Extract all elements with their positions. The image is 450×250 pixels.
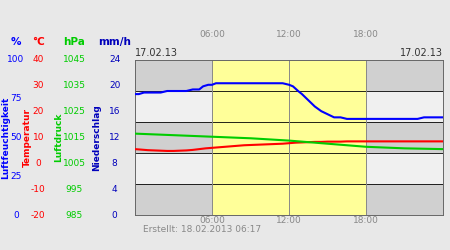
Text: 75: 75 (10, 94, 22, 103)
Text: °C: °C (32, 38, 45, 48)
Text: Luftfeuchtigkeit: Luftfeuchtigkeit (1, 96, 10, 179)
Text: 16: 16 (109, 107, 121, 116)
Text: 50: 50 (10, 133, 22, 142)
Text: -10: -10 (31, 185, 45, 194)
Text: 12: 12 (109, 133, 121, 142)
Text: 12:00: 12:00 (276, 30, 302, 39)
Text: Niederschlag: Niederschlag (92, 104, 101, 171)
Text: 30: 30 (32, 81, 44, 90)
Text: 20: 20 (109, 81, 121, 90)
Text: 4: 4 (112, 185, 117, 194)
Text: Luftdruck: Luftdruck (54, 113, 63, 162)
Text: Temperatur: Temperatur (22, 108, 32, 167)
Text: 17.02.13: 17.02.13 (135, 48, 178, 58)
Bar (135, 122, 443, 153)
Bar (135, 60, 443, 91)
Text: 17.02.13: 17.02.13 (400, 48, 443, 58)
Text: -20: -20 (31, 210, 45, 220)
Text: 1005: 1005 (63, 159, 86, 168)
Text: 10: 10 (32, 133, 44, 142)
Text: mm/h: mm/h (98, 38, 131, 48)
Text: 100: 100 (7, 56, 24, 64)
Text: 25: 25 (10, 172, 22, 181)
Text: 995: 995 (66, 185, 83, 194)
Bar (212, 60, 366, 215)
Bar (135, 184, 443, 215)
Text: 18:00: 18:00 (353, 30, 379, 39)
Text: 1025: 1025 (63, 107, 86, 116)
Text: %: % (10, 38, 21, 48)
Text: 24: 24 (109, 56, 121, 64)
Text: hPa: hPa (63, 38, 85, 48)
Text: 0: 0 (36, 159, 41, 168)
Text: 1015: 1015 (63, 133, 86, 142)
Text: Erstellt: 18.02.2013 06:17: Erstellt: 18.02.2013 06:17 (144, 226, 261, 234)
Text: 985: 985 (66, 210, 83, 220)
Text: 0: 0 (13, 210, 18, 220)
Bar (135, 153, 443, 184)
Text: 1045: 1045 (63, 56, 86, 64)
Bar (135, 91, 443, 122)
Text: 06:00: 06:00 (199, 30, 225, 39)
Text: 0: 0 (112, 210, 117, 220)
Text: 40: 40 (32, 56, 44, 64)
Text: 8: 8 (112, 159, 117, 168)
Text: 1035: 1035 (63, 81, 86, 90)
Text: 20: 20 (32, 107, 44, 116)
